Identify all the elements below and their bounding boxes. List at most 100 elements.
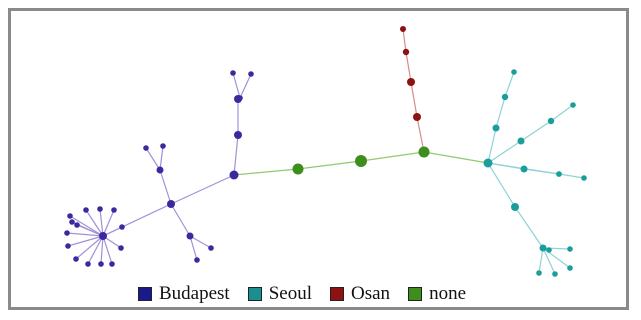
graph-node-s_d1b: [547, 117, 555, 125]
legend-swatch-budapest: [138, 287, 152, 301]
graph-edge-s_d1b-s_d1c: [550, 104, 574, 122]
graph-node-b_leaf12: [118, 245, 124, 251]
graph-node-s_up2: [501, 93, 509, 101]
graph-edge-n3-s_hub: [423, 151, 489, 164]
graph-node-b_leaf4: [111, 207, 117, 213]
graph-node-b_mid_dn: [186, 232, 194, 240]
graph-node-b_leaf7: [65, 243, 71, 249]
graph-node-b_mid_up_r: [160, 143, 166, 149]
graph-edge-b_star-b_leaf1: [69, 215, 104, 237]
graph-node-o2: [407, 78, 415, 86]
legend-item-budapest: Budapest: [138, 283, 230, 305]
graph-node-s_up1: [492, 124, 500, 132]
graph-node-o1: [413, 113, 421, 121]
graph-edge-s_up1-s_up2: [495, 96, 506, 129]
graph-edge-b_mid_dn-b_mid_dn_b: [189, 235, 212, 249]
legend-label-budapest: Budapest: [159, 283, 230, 304]
graph-node-n1: [292, 163, 304, 175]
diagram-frame: [8, 8, 629, 310]
graph-node-b_leaf1: [67, 213, 73, 219]
graph-node-o4: [400, 26, 406, 32]
graph-edge-b_star-b_leaf8: [75, 235, 104, 260]
graph-node-b_leaf11: [109, 261, 115, 267]
legend-swatch-osan: [330, 287, 344, 301]
graph-edge-s_dn1-s_dn_hub: [514, 206, 544, 249]
graph-node-b_leaf3: [97, 206, 103, 212]
graph-node-b_up_r: [248, 71, 254, 77]
graph-edge-b_up3-b_up_r: [239, 73, 252, 99]
graph-edge-n3-o1: [416, 116, 425, 153]
graph-edge-b_hub-b_mid: [170, 174, 235, 205]
graph-edge-s_dn_hub-s_dn_l2: [542, 247, 556, 275]
graph-edge-b_mid_dn-b_mid_dn_a: [189, 235, 198, 261]
graph-edge-o3-o4: [402, 28, 407, 53]
graph-node-b_mid: [167, 200, 175, 208]
graph-edge-s_d3a-s_d3b: [558, 173, 585, 179]
graph-edge-b_star-b_leaf6: [66, 232, 104, 237]
graph-node-s_dn1: [511, 203, 519, 211]
graph-node-b_mid_up_l: [143, 145, 149, 151]
graph-node-b_leaf9: [85, 261, 91, 267]
legend-item-none: none: [408, 283, 466, 305]
graph-edge-s_hub-s_dn1: [487, 162, 516, 208]
graph-edge-b_hub-b_up1: [233, 134, 239, 176]
graph-edge-b_up3-b_up_l: [232, 72, 241, 99]
graph-node-s_d2a: [520, 165, 528, 173]
graph-node-s_dn_l5: [546, 247, 552, 253]
graph-node-n3: [418, 146, 430, 158]
graph-node-s_dn_l2: [552, 271, 558, 277]
graph-node-s_d1c: [570, 102, 576, 108]
graph-edge-b_star-b_leaf7: [67, 235, 104, 247]
legend-item-seoul: Seoul: [247, 283, 312, 305]
graph-node-s_dn_l1: [536, 270, 542, 276]
graph-node-b_leaf14: [69, 219, 75, 225]
graph-edges: [66, 28, 585, 275]
graph-edge-b_star-b_leaf2: [85, 209, 104, 237]
legend-item-osan: Osan: [330, 283, 390, 305]
graph-node-b_leaf2: [83, 207, 89, 213]
graph-node-b_up3: [237, 95, 243, 101]
graph-edge-b_mid_up-b_mid_up_l: [145, 147, 161, 171]
graph-node-b_up1: [234, 131, 242, 139]
graph-edge-s_d1a-s_d1b: [520, 120, 552, 142]
graph-edge-b_star-b_leaf10: [100, 235, 104, 265]
graph-node-b_hub: [229, 170, 239, 180]
graph-node-s_d3a: [556, 171, 562, 177]
graph-edge-b_star-b_leaf4: [102, 209, 115, 237]
graph-node-b_leaf10: [98, 261, 104, 267]
graph-node-s_dn_hub: [539, 244, 547, 252]
graph-edge-o2-o3: [405, 51, 412, 83]
graph-edge-b_star-b_leaf9: [87, 235, 104, 265]
graph-node-b_star: [99, 232, 107, 240]
graph-node-b_leaf6: [64, 230, 70, 236]
graph-node-b_leaf8: [73, 256, 79, 262]
graph-node-b_mid_up: [156, 166, 164, 174]
legend-label-seoul: Seoul: [268, 283, 312, 304]
graph-edge-b_mid-b_mid_up: [159, 169, 172, 205]
graph-node-n2: [355, 155, 367, 167]
graph-edge-s_up2-s_up3: [504, 71, 515, 98]
graph-edge-b_mid_up-b_mid_up_r: [159, 145, 164, 171]
graph-node-b_leaf13: [119, 224, 125, 230]
graph-edge-n1-n2: [297, 160, 362, 170]
graph-edge-s_hub-s_d1a: [487, 140, 522, 164]
legend: Budapest Seoul Osan none: [138, 282, 484, 306]
graph-edge-n2-n3: [360, 151, 425, 162]
graph-edge-s_dn_hub-s_dn_l1: [538, 247, 544, 274]
graph-node-s_up3: [511, 69, 517, 75]
legend-swatch-none: [408, 287, 423, 301]
graph-edge-o1-o2: [410, 81, 418, 118]
legend-label-none: none: [429, 283, 466, 304]
graph-node-b_up_l: [230, 70, 236, 76]
graph-edge-b_star-b_leaf3: [99, 208, 104, 237]
legend-swatch-seoul: [247, 287, 262, 301]
graph-node-s_dn_l3: [567, 265, 573, 271]
graph-node-s_hub: [483, 158, 493, 168]
graph-node-s_d1a: [517, 137, 525, 145]
graph-edge-b_star-b_leaf11: [102, 235, 113, 265]
graph-node-b_mid_dn_b: [208, 245, 214, 251]
graph-node-s_dn_l4: [567, 246, 573, 252]
graph-node-s_d3b: [581, 175, 587, 181]
legend-label-osan: Osan: [351, 283, 391, 304]
